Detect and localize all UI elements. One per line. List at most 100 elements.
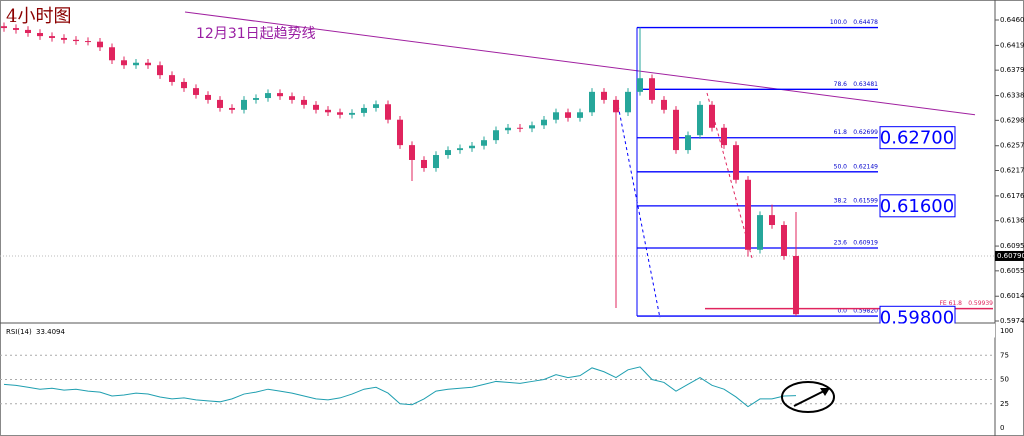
fib-price: 0.62699	[853, 129, 878, 136]
current-price-box	[995, 250, 1024, 261]
candle-body	[73, 39, 79, 42]
fib-ratio: 38.2	[834, 197, 848, 204]
candle-body	[229, 107, 235, 110]
annotation-arrow	[793, 389, 827, 407]
candle-body	[121, 60, 127, 66]
fib-ratio: 0.0	[837, 308, 847, 315]
candle-body	[85, 41, 91, 43]
candle-body	[457, 148, 463, 151]
candle-body	[757, 215, 763, 250]
candle-body	[49, 36, 55, 38]
candle-body	[217, 99, 223, 108]
candle-body	[745, 179, 751, 250]
candle-body	[397, 119, 403, 146]
candle-body	[25, 29, 31, 34]
candle-body	[493, 130, 499, 141]
fe-text: FE 61.8	[939, 300, 962, 307]
candle-body	[577, 112, 583, 118]
candle-body	[265, 93, 271, 99]
candle-body	[313, 104, 319, 110]
target-box	[879, 126, 956, 150]
fib-price: 0.59820	[853, 308, 878, 315]
candle-body	[685, 135, 691, 151]
candle-body	[1, 26, 7, 29]
candle-body	[673, 109, 679, 151]
candle-body	[181, 81, 187, 89]
candle-body	[649, 78, 655, 100]
candle-body	[661, 99, 667, 110]
candle-body	[481, 140, 487, 146]
candle-body	[289, 96, 295, 100]
candle-body	[421, 159, 427, 169]
fe-price: 0.59939	[968, 300, 993, 307]
candle-body	[781, 225, 787, 256]
candle-body	[373, 104, 379, 108]
candle-body	[625, 91, 631, 113]
candle-body	[589, 91, 595, 113]
rsi-current: 33.4094	[36, 328, 65, 336]
candle-body	[253, 98, 259, 100]
candle-body	[613, 99, 619, 113]
fib-price: 0.60919	[853, 239, 878, 246]
fib-ratio: 50.0	[834, 163, 848, 170]
current-price-label: 0.60790	[997, 252, 1024, 260]
rsi-name: RSI(14)	[6, 328, 32, 336]
fib-price: 0.64478	[853, 19, 878, 26]
candle-body	[301, 99, 307, 105]
fib-anchor-line	[616, 99, 661, 319]
candle-body	[433, 155, 439, 169]
fib-price: 0.63481	[853, 81, 878, 88]
candle-body	[241, 99, 247, 110]
candle-body	[553, 112, 559, 120]
candle-body	[541, 119, 547, 126]
candle-body	[205, 94, 211, 100]
candle-body	[145, 62, 151, 66]
rsi-line	[3, 366, 797, 408]
fib-ratio: 61.8	[834, 129, 848, 136]
target-label: 0.62700	[880, 128, 954, 149]
candle-body	[277, 93, 283, 97]
candle-body	[97, 41, 103, 48]
candle-body	[769, 215, 775, 226]
candle-body	[721, 127, 727, 146]
target-box	[879, 194, 956, 218]
annotation-circle	[781, 381, 835, 413]
candle-body	[601, 91, 607, 100]
candle-body	[709, 104, 715, 128]
fib-price: 0.62149	[853, 163, 878, 170]
candle-body	[409, 145, 415, 160]
trendline-label: 12月31日起趋势线	[196, 26, 316, 42]
candle-body	[157, 65, 163, 76]
y-tick-label: 75	[1000, 351, 1009, 359]
y-tick-label: 0	[1000, 424, 1004, 432]
projection-line	[706, 92, 753, 259]
trendline	[184, 11, 976, 116]
candle-body	[169, 75, 175, 82]
candle-body	[445, 150, 451, 156]
candle-body	[505, 127, 511, 131]
fib-ratio: 23.6	[834, 239, 848, 246]
target-label: 0.59800	[880, 307, 954, 328]
candle-body	[517, 127, 523, 129]
chart-title: 4小时图	[6, 6, 71, 27]
candle-body	[13, 28, 19, 30]
candle-body	[529, 125, 535, 129]
target-label: 0.61600	[880, 196, 954, 217]
candle-body	[361, 107, 367, 113]
panel-mask	[870, 323, 995, 338]
candle-body	[349, 112, 355, 115]
y-tick-label: 50	[1000, 376, 1009, 384]
fib-ratio: 100.0	[830, 19, 847, 26]
candle-body	[733, 145, 739, 180]
